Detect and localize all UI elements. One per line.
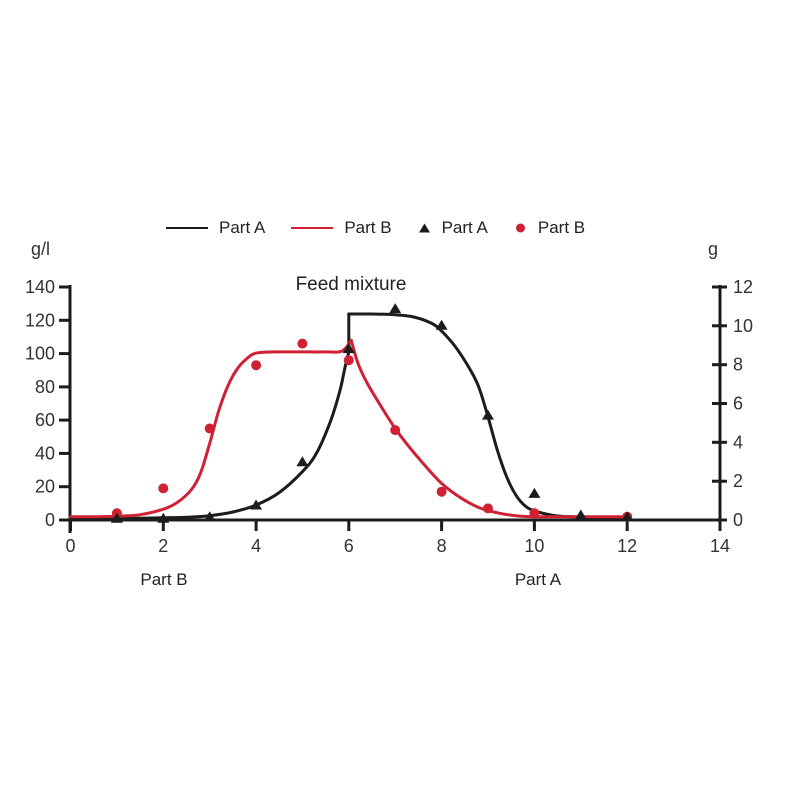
x-axis-tick-label: 0 (65, 536, 75, 556)
legend-triangle-icon (418, 223, 430, 233)
legend-label: Part B (344, 218, 392, 237)
curve-part-a (69, 350, 351, 520)
left-axis-tick-label: 140 (25, 277, 55, 297)
x-axis-tick-label: 2 (158, 536, 168, 556)
legend-label: Part A (441, 218, 488, 237)
x-axis-tick-label: 4 (251, 536, 261, 556)
right-axis-tick-label: 12 (733, 277, 753, 297)
right-axis-tick-label: 8 (733, 355, 743, 375)
legend-item: Part A (418, 218, 488, 238)
left-axis-tick-label: 80 (35, 377, 55, 397)
left-axis-tick-label: 60 (35, 410, 55, 430)
legend-item: Part B (514, 218, 585, 238)
legend-label: Part B (537, 218, 586, 237)
right-axis-unit-label: g (708, 239, 719, 259)
data-point-circle-part-b (436, 486, 447, 497)
right-axis-tick-label: 0 (733, 510, 743, 530)
left-axis-tick-label: 120 (25, 310, 55, 330)
data-point-triangle-part-a (157, 512, 170, 523)
left-axis-tick-label: 20 (35, 477, 55, 497)
data-point-circle-part-b (204, 423, 215, 434)
data-point-circle-part-b (158, 483, 169, 494)
data-point-circle-part-b (297, 338, 308, 349)
data-point-triangle-part-a (342, 343, 355, 354)
data-point-circle-part-b (251, 360, 262, 371)
data-point-triangle-part-a (621, 511, 634, 522)
legend-line-swatch (291, 227, 334, 229)
x-axis-tick-label: 8 (437, 536, 447, 556)
data-point-triangle-part-a (389, 303, 402, 314)
legend-dot-icon (515, 223, 525, 233)
x-axis-tick-label: 10 (524, 536, 544, 556)
left-axis-tick-label: 100 (25, 344, 55, 364)
legend-item: Part B (291, 218, 392, 238)
data-point-triangle-part-a (435, 319, 448, 330)
left-axis-tick-label: 0 (45, 510, 55, 530)
x-axis-tick-label: 6 (344, 536, 354, 556)
chart-legend: Part A Part B Part A Part B (166, 218, 585, 238)
right-axis-tick-label: 10 (733, 316, 753, 336)
right-axis-tick-label: 4 (733, 432, 743, 452)
data-point-triangle-part-a (203, 511, 216, 522)
legend-line-swatch (166, 227, 208, 229)
left-axis-tick-label: 40 (35, 443, 55, 463)
data-point-triangle-part-a (250, 499, 263, 510)
data-point-triangle-part-a (574, 509, 587, 520)
data-point-circle-part-b (483, 503, 493, 514)
legend-label: Part A (219, 218, 266, 237)
right-axis-tick-label: 6 (733, 394, 743, 414)
right-axis-tick-label: 2 (733, 471, 743, 491)
x-axis-annotation-part-b: Part B (140, 570, 188, 589)
data-point-triangle-part-a (296, 456, 309, 467)
data-point-triangle-part-a (528, 487, 541, 498)
x-axis-tick-label: 12 (617, 536, 637, 556)
data-point-circle-part-b (529, 508, 540, 519)
left-axis-unit-label: g/l (31, 239, 51, 259)
data-point-circle-part-b (390, 425, 401, 436)
x-axis-tick-label: 14 (710, 536, 730, 556)
curve-part-b (69, 338, 353, 519)
chart-title: Feed mixture (295, 274, 407, 295)
x-axis-annotation-part-a: Part A (514, 570, 562, 589)
curve-part-b (349, 338, 629, 519)
legend-item: Part A (166, 218, 265, 238)
data-point-triangle-part-a (482, 409, 494, 420)
data-point-triangle-part-a (110, 512, 123, 523)
data-point-circle-part-b (343, 355, 354, 366)
